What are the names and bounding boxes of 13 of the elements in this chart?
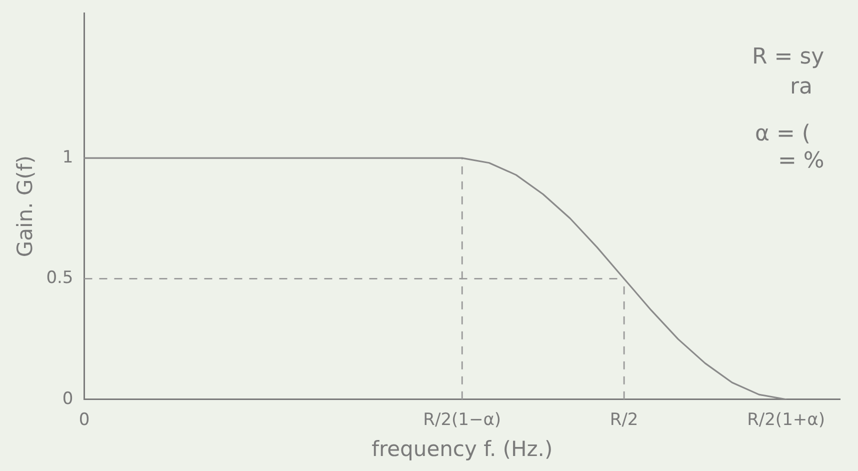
annotation: = % [778, 148, 824, 174]
annotation: R = sy [752, 44, 824, 70]
x-tick-label: R/2(1+α) [747, 410, 825, 430]
x-tick-label: R/2(1−α) [423, 410, 502, 430]
x-tick-label: 0 [78, 410, 90, 430]
y-tick-label: 0 [62, 388, 74, 409]
annotation: α = ( [755, 122, 811, 147]
x-axis-title: frequency f. (Hz.) [372, 436, 553, 461]
y-tick-label: 0.5 [46, 268, 74, 288]
y-axis-title: Gain. G(f) [13, 155, 38, 258]
annotation: ra [790, 74, 813, 100]
x-tick-label: R/2 [610, 410, 638, 430]
y-tick-label: 1 [62, 147, 74, 168]
